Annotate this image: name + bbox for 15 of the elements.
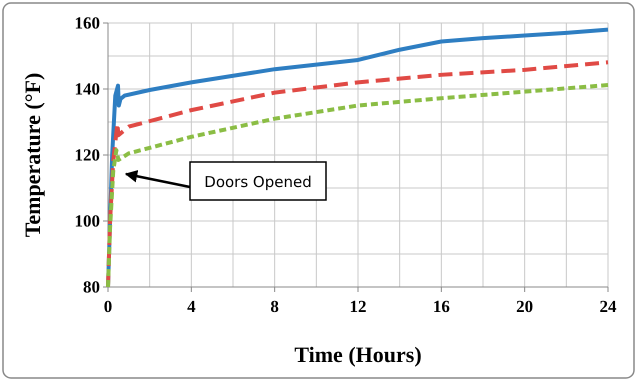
y-tick-label: 160 xyxy=(74,13,100,32)
x-tick-label: 12 xyxy=(350,297,366,316)
y-tick-label: 80 xyxy=(83,277,100,296)
x-tick-label: 8 xyxy=(270,297,279,316)
y-tick-label: 100 xyxy=(74,211,100,230)
x-axis-title: Time (Hours) xyxy=(294,342,422,367)
annotation: Doors Opened xyxy=(204,173,312,191)
y-axis-title: Temperature (°F) xyxy=(20,72,45,238)
x-tick-label: 20 xyxy=(516,297,534,316)
x-tick-label: 4 xyxy=(187,297,196,316)
y-tick-label: 120 xyxy=(74,145,100,164)
x-tick-label: 24 xyxy=(600,297,617,316)
x-tick-label: 0 xyxy=(104,297,112,316)
y-tick-label: 140 xyxy=(74,79,100,98)
x-tick-label: 16 xyxy=(432,297,450,316)
